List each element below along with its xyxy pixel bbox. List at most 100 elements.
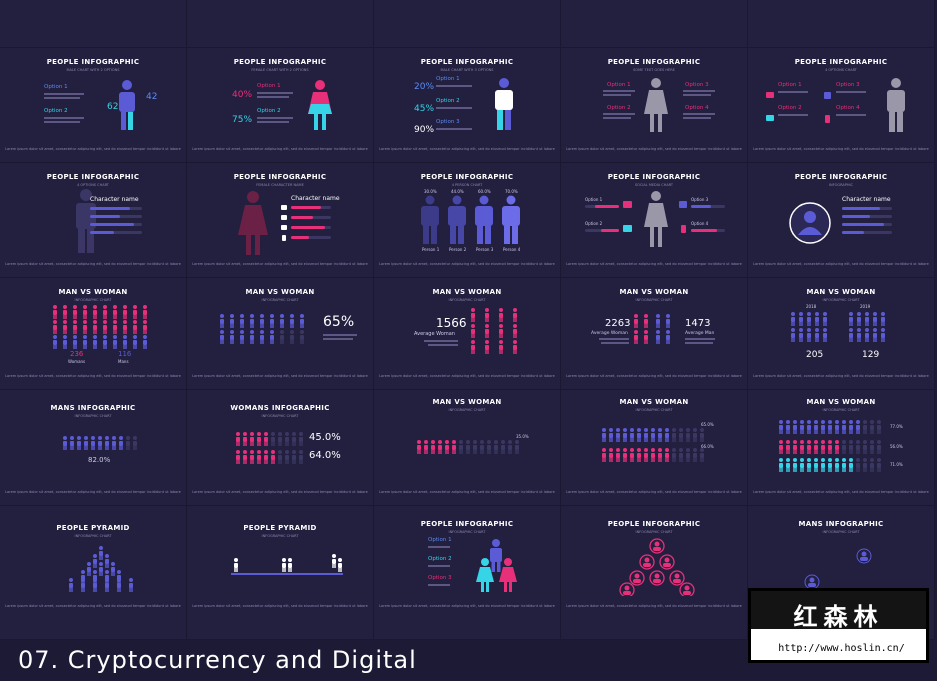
slide-thumb-r3-c5[interactable]: MAN VS WOMAN INFOGRAPHIC CHART 2018 2019… (748, 278, 935, 390)
slide-thumb-r3-c1[interactable]: MAN VS WOMAN INFOGRAPHIC CHART 236 Woman… (0, 278, 187, 390)
option-label: Option 3 (691, 197, 709, 202)
value: 64.0% (309, 450, 341, 461)
slide-thumb-top-5[interactable] (748, 0, 935, 48)
slide-title: PEOPLE PYRAMID (56, 524, 130, 532)
slide-subtitle: INFOGRAPHIC CHART (822, 298, 860, 302)
option-label: Option 1 (436, 76, 460, 82)
slide-title: PEOPLE INFOGRAPHIC (420, 58, 514, 66)
woman-icon (308, 80, 332, 130)
slide-title: MAN VS WOMAN (432, 398, 502, 406)
percent-label: 44.0% (451, 189, 464, 194)
slide-subtitle: 4 OPTIONS CHART (77, 183, 109, 187)
man-icon (495, 78, 513, 130)
option-label: Option 4 (836, 105, 860, 111)
slide-thumb-r2-c1[interactable]: PEOPLE INFOGRAPHIC 4 OPTIONS CHART Chara… (0, 163, 187, 278)
value: 35.0% (516, 434, 529, 439)
percent-label: 70.0% (505, 189, 518, 194)
option-label: Option 1 (428, 537, 452, 543)
slide-title: PEOPLE INFOGRAPHIC (607, 173, 701, 181)
slide-title: PEOPLE INFOGRAPHIC (46, 173, 140, 181)
slide-subtitle: MALE CHART WITH 3 OPTIONS (440, 68, 494, 72)
section-title: 07. Cryptocurrency and Digital (18, 646, 417, 674)
value: 62 (107, 102, 119, 112)
slide-thumb-r5-c1[interactable]: PEOPLE PYRAMID INFOGRAPHIC CHART Lorem i… (0, 506, 187, 640)
youtube-icon (623, 201, 632, 208)
value: 205 (806, 350, 824, 360)
slide-thumb-r4-c4[interactable]: MAN VS WOMAN INFOGRAPHIC CHART 65.0% 66.… (561, 390, 748, 506)
slide-thumb-r1-c4[interactable]: PEOPLE INFOGRAPHIC SOME TEXT GOES HERE O… (561, 48, 748, 163)
slide-thumb-r5-c4[interactable]: PEOPLE INFOGRAPHIC INFOGRAPHIC CHART Lor… (561, 506, 748, 640)
slide-thumb-r5-c3[interactable]: PEOPLE INFOGRAPHIC INFOGRAPHIC CHART Opt… (374, 506, 561, 640)
person-row-chart (779, 420, 881, 472)
slide-thumb-r2-c4[interactable]: PEOPLE INFOGRAPHIC SOCIAL MEDIA CHART Op… (561, 163, 748, 278)
option-label: Option 4 (685, 105, 709, 111)
person-grid-chart (791, 312, 885, 342)
slide-footer-text: Lorem ipsum dolor sit amet, consectetur … (379, 147, 555, 151)
slide-thumb-r4-c3[interactable]: MAN VS WOMAN INFOGRAPHIC CHART 35.0% Lor… (374, 390, 561, 506)
option-label: Option 1 (257, 83, 281, 89)
slide-subtitle: INFOGRAPHIC CHART (822, 530, 860, 534)
slide-thumb-r3-c3[interactable]: MAN VS WOMAN INFOGRAPHIC CHART 1566 Aver… (374, 278, 561, 390)
slide-thumb-r4-c1[interactable]: MANS INFOGRAPHIC INFOGRAPHIC CHART 82.0%… (0, 390, 187, 506)
like-icon (679, 201, 687, 208)
slide-thumb-r4-c2[interactable]: WOMANS INFOGRAPHIC INFOGRAPHIC CHART 45.… (187, 390, 374, 506)
slide-subtitle: INFOGRAPHIC CHART (74, 414, 112, 418)
slide-subtitle: 4 PERSON CHART (451, 183, 483, 187)
like-icon (281, 225, 287, 230)
facebook-icon (825, 115, 830, 123)
slide-thumb-r1-c3[interactable]: PEOPLE INFOGRAPHIC MALE CHART WITH 3 OPT… (374, 48, 561, 163)
watermark-band (751, 591, 926, 629)
slide-thumb-r3-c4[interactable]: MAN VS WOMAN INFOGRAPHIC CHART 2263 Aver… (561, 278, 748, 390)
value: 75% (232, 115, 253, 125)
slide-title: MAN VS WOMAN (806, 288, 876, 296)
slide-title: PEOPLE INFOGRAPHIC (233, 173, 327, 181)
slide-footer-text: Lorem ipsum dolor sit amet, consectetur … (5, 262, 181, 266)
slide-thumb-r2-c2[interactable]: PEOPLE INFOGRAPHIC FEMALE CHARACTER NAME… (187, 163, 374, 278)
person-row-chart (63, 436, 137, 450)
like-icon (824, 92, 831, 99)
option-label: Option 2 (436, 98, 460, 104)
slide-thumb-r1-c2[interactable]: PEOPLE INFOGRAPHIC FEMALE CHART WITH 2 O… (187, 48, 374, 163)
slide-thumb-r5-c2[interactable]: PEOPLE PYRAMID INFOGRAPHIC CHART Lorem i… (187, 506, 374, 640)
preview-grid: PEOPLE INFOGRAPHIC MALE CHART WITH 2 OPT… (0, 0, 935, 640)
slide-thumb-r4-c5[interactable]: MAN VS WOMAN INFOGRAPHIC CHART 77.0% 56.… (748, 390, 935, 506)
slide-thumb-top-2[interactable] (187, 0, 374, 48)
slide-footer-text: Lorem ipsum dolor sit amet, consectetur … (5, 490, 181, 494)
slide-thumb-r1-c1[interactable]: PEOPLE INFOGRAPHIC MALE CHART WITH 2 OPT… (0, 48, 187, 163)
slide-footer-text: Lorem ipsum dolor sit amet, consectetur … (753, 262, 929, 266)
value: 236 (70, 350, 84, 358)
slide-thumb-r2-c3[interactable]: PEOPLE INFOGRAPHIC 4 PERSON CHART 30.0% … (374, 163, 561, 278)
slide-thumb-r3-c2[interactable]: MAN VS WOMAN INFOGRAPHIC CHART 65% Lorem… (187, 278, 374, 390)
people-pyramid-chart (231, 554, 343, 575)
avatar-pyramid-chart (619, 538, 695, 596)
option-label: Option 1 (44, 84, 68, 90)
slide-thumb-top-3[interactable] (374, 0, 561, 48)
value: 42 (146, 92, 158, 102)
value: 20% (414, 82, 435, 92)
slide-subtitle: INFOGRAPHIC CHART (635, 530, 673, 534)
slide-thumb-top-4[interactable] (561, 0, 748, 48)
slide-footer-text: Lorem ipsum dolor sit amet, consectetur … (566, 490, 742, 494)
twitter-icon (281, 215, 287, 220)
slide-thumb-top-1[interactable] (0, 0, 187, 48)
slide-footer-text: Lorem ipsum dolor sit amet, consectetur … (5, 147, 181, 151)
slide-subtitle: INFOGRAPHIC CHART (261, 534, 299, 538)
slide-subtitle: SOME TEXT GOES HERE (633, 68, 675, 72)
person-label: Person 2 (449, 247, 467, 252)
slide-thumb-r2-c5[interactable]: PEOPLE INFOGRAPHIC INFOGRAPHIC Character… (748, 163, 935, 278)
person-row-chart (236, 432, 303, 464)
four-persons-chart (421, 195, 520, 244)
slide-title: PEOPLE INFOGRAPHIC (607, 58, 701, 66)
slide-title: PEOPLE INFOGRAPHIC (420, 173, 514, 181)
slide-subtitle: INFOGRAPHIC CHART (261, 298, 299, 302)
value-label: Average Man (685, 331, 715, 336)
slide-subtitle: INFOGRAPHIC CHART (261, 414, 299, 418)
value: 71.0% (890, 462, 903, 467)
slide-thumb-r1-c5[interactable]: PEOPLE INFOGRAPHIC 4 OPTIONS CHART Optio… (748, 48, 935, 163)
woman-icon (644, 78, 668, 132)
slide-title: MAN VS WOMAN (619, 288, 689, 296)
slide-title: MAN VS WOMAN (58, 288, 128, 296)
slide-footer-text: Lorem ipsum dolor sit amet, consectetur … (566, 262, 742, 266)
avatar-icon (789, 202, 831, 244)
slide-footer-text: Lorem ipsum dolor sit amet, consectetur … (753, 374, 929, 378)
